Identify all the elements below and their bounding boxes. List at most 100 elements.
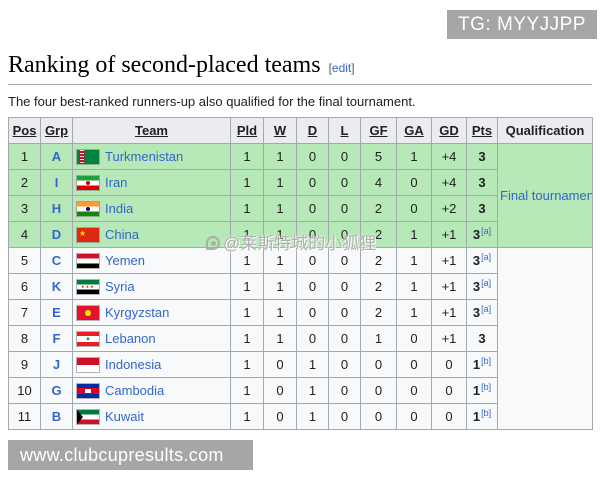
team-cell: Lebanon	[72, 325, 231, 352]
ga-cell: 0	[396, 403, 432, 430]
team-cell: Turkmenistan	[72, 143, 231, 170]
gd-cell: +1	[431, 299, 467, 326]
team-link[interactable]: Kyrgyzstan	[105, 305, 170, 320]
footnote-link[interactable]: [b]	[481, 381, 492, 392]
l-cell: 0	[328, 351, 361, 378]
pos-cell: 6	[8, 273, 41, 300]
edit-bracket-close: ]	[351, 61, 355, 75]
syria-flag-icon	[77, 280, 99, 294]
points-value: 3	[478, 149, 486, 164]
group-link[interactable]: I	[54, 175, 59, 190]
gd-cell: +4	[431, 143, 467, 170]
edit-link[interactable]: edit	[331, 61, 352, 75]
l-cell: 0	[328, 273, 361, 300]
table-row: 2 I Iran 1 1 0 0 4 0 +4 3	[8, 169, 593, 196]
pts-cell: 3[a]	[466, 221, 498, 248]
footnote-link[interactable]: [b]	[481, 355, 492, 366]
group-link[interactable]: K	[51, 279, 62, 294]
iran-flag-icon	[77, 176, 99, 190]
pts-cell: 1[b]	[466, 403, 498, 430]
qualification-cell: Final tournament	[497, 143, 593, 248]
column-header-qualification: Qualification	[497, 117, 593, 144]
team-link[interactable]: Indonesia	[105, 357, 162, 372]
d-cell: 0	[296, 325, 329, 352]
table-row: 10 G Cambodia 1 0 1 0 0 0 0 1[b]	[8, 377, 593, 404]
group-link[interactable]: D	[51, 227, 62, 242]
group-cell: J	[40, 351, 73, 378]
team-link[interactable]: Iran	[105, 175, 128, 190]
cambodia-flag-icon	[77, 384, 99, 398]
group-link[interactable]: B	[51, 409, 62, 424]
points-value: 1	[472, 383, 481, 398]
team-link[interactable]: Yemen	[105, 253, 145, 268]
footnote-link[interactable]: [b]	[481, 407, 492, 418]
points-value: 1	[472, 357, 481, 372]
ga-cell: 1	[396, 221, 432, 248]
points-value: 3	[472, 279, 481, 294]
footnote-link[interactable]: [a]	[481, 303, 492, 314]
team-link[interactable]: China	[105, 227, 139, 242]
pos-cell: 9	[8, 351, 41, 378]
gf-cell: 5	[360, 143, 397, 170]
pld-cell: 1	[230, 377, 264, 404]
gf-cell: 0	[360, 403, 397, 430]
pos-cell: 11	[8, 403, 41, 430]
footnote-link[interactable]: [a]	[481, 225, 492, 236]
l-cell: 0	[328, 403, 361, 430]
group-link[interactable]: G	[51, 383, 62, 398]
footnote-link[interactable]: [a]	[481, 277, 492, 288]
l-cell: 0	[328, 247, 361, 274]
team-link[interactable]: Cambodia	[105, 383, 165, 398]
pts-cell: 3	[466, 195, 498, 222]
team-link[interactable]: India	[105, 201, 134, 216]
gf-cell: 2	[360, 299, 397, 326]
table-row: 8FLebanon110010+13	[8, 325, 593, 352]
qualification-empty-cell	[497, 247, 593, 430]
w-cell: 1	[263, 299, 297, 326]
d-cell: 0	[296, 221, 329, 248]
points-value: 3	[472, 253, 481, 268]
group-link[interactable]: E	[52, 305, 61, 320]
pld-cell: 1	[230, 143, 264, 170]
w-cell: 1	[263, 169, 297, 196]
gf-cell: 4	[360, 169, 397, 196]
ga-cell: 0	[396, 351, 432, 378]
ga-cell: 0	[396, 377, 432, 404]
pts-cell: 1[b]	[466, 351, 498, 378]
pld-cell: 1	[230, 403, 264, 430]
group-link[interactable]: A	[51, 149, 62, 164]
pos-cell: 1	[8, 143, 41, 170]
team-link[interactable]: Kuwait	[105, 409, 145, 424]
gd-cell: +1	[431, 273, 467, 300]
final-tournament-link[interactable]: Final tournament	[500, 188, 593, 203]
w-cell: 1	[263, 273, 297, 300]
points-value: 3	[472, 305, 481, 320]
pos-cell: 3	[8, 195, 41, 222]
group-cell: B	[40, 403, 73, 430]
column-header-team: Team	[72, 117, 231, 144]
team-cell: Yemen	[72, 247, 231, 274]
pts-cell: 3[a]	[466, 247, 498, 274]
table-row: 9 J Indonesia 1 0 1 0 0 0 0 1[b]	[8, 351, 593, 378]
team-link[interactable]: Turkmenistan	[105, 149, 184, 164]
group-link[interactable]: F	[52, 331, 61, 346]
group-link[interactable]: C	[51, 253, 62, 268]
group-cell: D	[40, 221, 73, 248]
group-cell: I	[40, 169, 73, 196]
d-cell: 0	[296, 169, 329, 196]
footnote-link[interactable]: [a]	[481, 251, 492, 262]
indonesia-flag-icon	[77, 358, 99, 372]
gd-cell: +1	[431, 221, 467, 248]
group-cell: C	[40, 247, 73, 274]
group-cell: E	[40, 299, 73, 326]
group-link[interactable]: H	[51, 201, 62, 216]
group-link[interactable]: J	[52, 357, 61, 372]
points-value: 1	[472, 409, 481, 424]
second-placed-teams-table: Pos Grp Team Pld W D L GF GA GD Pts Qualification 1…	[8, 117, 593, 430]
team-link[interactable]: Syria	[105, 279, 135, 294]
l-cell: 0	[328, 221, 361, 248]
yemen-flag-icon	[77, 254, 99, 268]
d-cell: 0	[296, 299, 329, 326]
gd-cell: +2	[431, 195, 467, 222]
team-link[interactable]: Lebanon	[105, 331, 156, 346]
